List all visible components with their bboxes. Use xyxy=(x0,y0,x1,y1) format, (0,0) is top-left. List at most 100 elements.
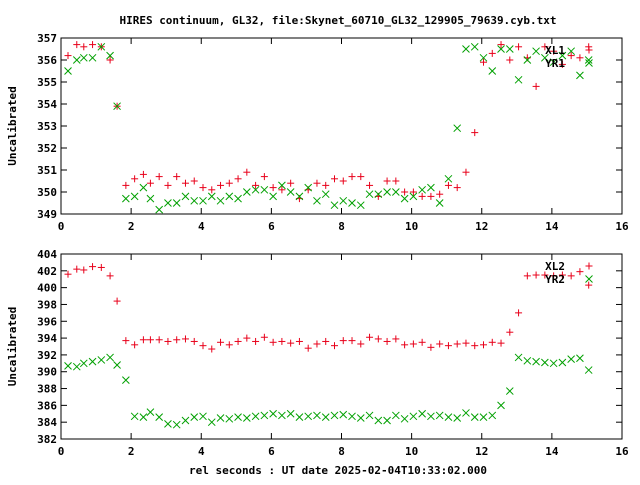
data-point xyxy=(576,71,584,80)
data-point xyxy=(73,41,81,49)
data-point xyxy=(427,412,435,421)
data-point xyxy=(479,413,488,421)
y-tick-label: 392 xyxy=(37,349,57,362)
data-point xyxy=(80,43,88,51)
data-point xyxy=(400,414,409,423)
data-point xyxy=(172,420,181,429)
y-tick-label: 349 xyxy=(37,208,57,221)
y-axis-label: Uncalibrated xyxy=(6,86,19,165)
data-point xyxy=(558,60,566,68)
data-point xyxy=(541,271,549,279)
data-point xyxy=(269,409,277,418)
data-point xyxy=(234,413,242,421)
x-tick-label: 14 xyxy=(545,445,559,458)
data-point xyxy=(436,190,444,198)
data-point xyxy=(549,359,558,368)
x-axis-label: rel seconds : UT date 2025-02-04T10:33:0… xyxy=(189,464,487,477)
data-point xyxy=(260,333,268,341)
data-point xyxy=(479,53,488,62)
data-point xyxy=(122,194,130,203)
data-point xyxy=(242,414,251,422)
data-point xyxy=(409,412,418,421)
x-tick-label: 12 xyxy=(475,445,488,458)
data-point xyxy=(357,173,365,181)
data-point xyxy=(79,53,88,62)
data-point xyxy=(488,338,496,346)
data-point xyxy=(523,356,532,365)
data-point xyxy=(199,342,207,350)
data-point xyxy=(73,265,81,273)
data-point xyxy=(139,183,148,192)
x-tick-label: 16 xyxy=(615,220,629,233)
data-point xyxy=(269,338,277,346)
data-point xyxy=(444,342,452,350)
data-point xyxy=(435,199,444,207)
data-point xyxy=(260,411,269,420)
data-point xyxy=(515,309,523,317)
data-point xyxy=(146,336,154,344)
data-point xyxy=(374,190,383,199)
data-point xyxy=(453,184,461,192)
data-point xyxy=(383,177,391,185)
y-tick-label: 354 xyxy=(37,98,57,111)
y-tick-label: 355 xyxy=(37,76,57,89)
data-point xyxy=(506,328,514,336)
data-point xyxy=(488,67,497,75)
x-tick-label: 4 xyxy=(198,445,205,458)
data-point xyxy=(462,168,470,176)
data-point xyxy=(131,341,139,349)
data-point xyxy=(558,271,566,279)
data-point xyxy=(383,416,391,425)
data-point xyxy=(497,45,505,53)
data-point xyxy=(181,192,190,201)
data-point xyxy=(79,359,88,368)
data-point xyxy=(139,413,148,421)
data-point xyxy=(88,357,97,366)
data-point xyxy=(471,342,479,350)
data-point xyxy=(418,338,426,346)
data-point xyxy=(155,336,163,344)
data-point xyxy=(164,337,172,345)
y-tick-label: 351 xyxy=(37,164,57,177)
x-tick-label: 0 xyxy=(58,220,65,233)
data-point xyxy=(181,335,189,343)
data-point xyxy=(391,411,400,420)
data-point xyxy=(260,173,268,181)
y-tick-label: 382 xyxy=(37,433,57,446)
legend-marker xyxy=(585,275,593,283)
data-point xyxy=(558,51,567,60)
data-point xyxy=(576,354,584,363)
data-point xyxy=(208,186,216,194)
data-point xyxy=(391,188,400,196)
data-point xyxy=(97,356,106,364)
data-point xyxy=(295,337,303,345)
data-point xyxy=(567,47,576,56)
data-point xyxy=(348,199,356,207)
data-point xyxy=(146,179,154,187)
legend-label: YR2 xyxy=(545,273,565,286)
series-yr2 xyxy=(64,353,593,429)
data-point xyxy=(243,168,251,176)
series-xl2 xyxy=(64,263,593,353)
legend-label: YR1 xyxy=(545,57,565,70)
data-point xyxy=(155,173,163,181)
data-point xyxy=(506,56,514,64)
data-point xyxy=(64,52,72,60)
data-point xyxy=(234,194,242,203)
data-point xyxy=(217,338,225,346)
y-tick-label: 404 xyxy=(37,248,57,261)
data-point xyxy=(295,192,304,201)
data-point xyxy=(131,175,139,183)
data-point xyxy=(313,179,321,187)
data-point xyxy=(436,340,444,348)
x-tick-label: 8 xyxy=(338,445,345,458)
data-point xyxy=(243,334,251,342)
data-point xyxy=(278,411,286,420)
data-point xyxy=(550,47,558,55)
data-point xyxy=(322,337,330,345)
data-point xyxy=(348,337,356,345)
data-point xyxy=(106,272,114,280)
y-tick-label: 390 xyxy=(37,366,57,379)
data-point xyxy=(330,411,339,420)
